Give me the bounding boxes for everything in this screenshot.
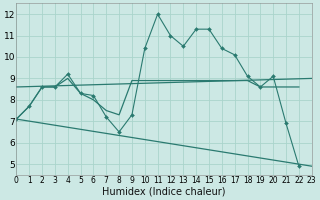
X-axis label: Humidex (Indice chaleur): Humidex (Indice chaleur) [102,187,226,197]
